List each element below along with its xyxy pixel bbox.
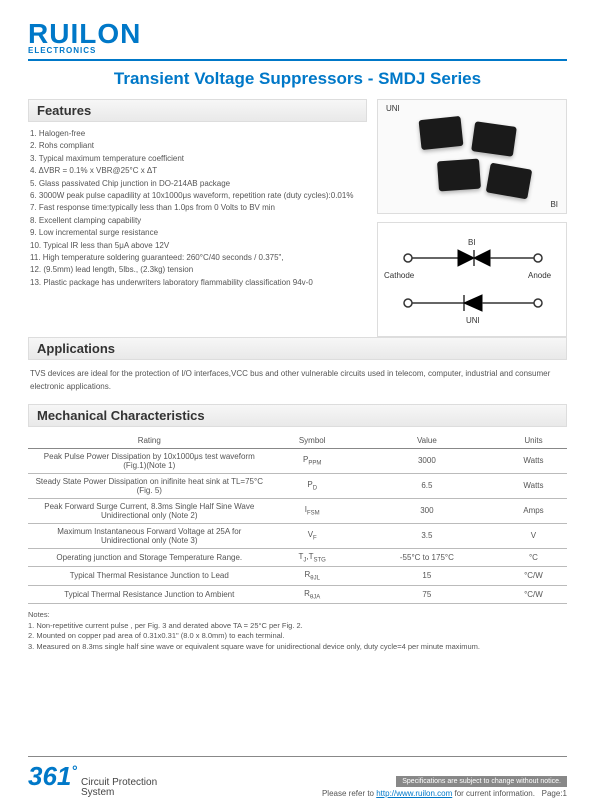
cell-rating: Peak Pulse Power Dissipation by 10x1000μ… [28,448,271,473]
cell-value: 300 [354,498,500,523]
note-item: 3. Measured on 8.3ms single half sine wa… [28,642,567,653]
feature-item: 5. Glass passivated Chip junction in DO-… [30,178,365,190]
cell-rating: Peak Forward Surge Current, 8.3ms Single… [28,498,271,523]
table-row: Peak Forward Surge Current, 8.3ms Single… [28,498,567,523]
cell-symbol: RθJL [271,567,354,586]
cell-rating: Typical Thermal Resistance Junction to A… [28,585,271,604]
chip-icon [471,121,517,157]
chip-icon [419,116,464,150]
cell-rating: Typical Thermal Resistance Junction to L… [28,567,271,586]
cell-symbol: IFSM [271,498,354,523]
col-symbol: Symbol [271,433,354,449]
notes-title: Notes: [28,610,567,621]
uni-label: UNI [386,104,400,113]
cell-symbol: TJ,TSTG [271,548,354,567]
feature-item: 7. Fast response time:typically less tha… [30,202,365,214]
mechanical-heading: Mechanical Characteristics [28,404,567,427]
cell-rating: Maximum Instantaneous Forward Voltage at… [28,523,271,548]
cell-symbol: PPPM [271,448,354,473]
bi-label: BI [550,200,558,209]
features-list: 1. Halogen-free 2. Rohs compliant 3. Typ… [28,128,367,297]
cell-value: 6.5 [354,473,500,498]
footer-rule [28,756,567,757]
note-item: 2. Mounted on copper pad area of 0.31x0.… [28,631,567,642]
cell-value: 3000 [354,448,500,473]
schematic-diagram: BI Cathode Anode UNI [377,222,567,337]
cell-value: -55°C to 175°C [354,548,500,567]
feature-item: 8. Excellent clamping capability [30,215,365,227]
page-title: Transient Voltage Suppressors - SMDJ Ser… [28,69,567,89]
feature-item: 1. Halogen-free [30,128,365,140]
cell-rating: Operating junction and Storage Temperatu… [28,548,271,567]
feature-item: 12. (9.5mm) lead length, 5lbs., (2.3kg) … [30,264,365,276]
degree-icon: ° [71,762,77,778]
col-units: Units [500,433,567,449]
applications-text: TVS devices are ideal for the protection… [28,366,567,404]
table-row: Typical Thermal Resistance Junction to A… [28,585,567,604]
cell-units: V [500,523,567,548]
spec-change-note: Specifications are subject to change wit… [396,776,567,787]
n361-text: 361 [28,761,71,791]
cell-symbol: VF [271,523,354,548]
feature-item: 9. Low incremental surge resistance [30,227,365,239]
cps-line2: System [81,787,114,798]
cell-units: °C [500,548,567,567]
page-footer: 361° Circuit ProtectionSystem Specificat… [28,752,567,798]
table-row: Operating junction and Storage Temperatu… [28,548,567,567]
table-row: Maximum Instantaneous Forward Voltage at… [28,523,567,548]
col-rating: Rating [28,433,271,449]
mechanical-table: Rating Symbol Value Units Peak Pulse Pow… [28,433,567,605]
applications-heading: Applications [28,337,567,360]
feature-item: 3. Typical maximum temperature coefficie… [30,153,365,165]
chip-icon [437,159,481,192]
bi-text: BI [468,238,476,247]
cell-value: 3.5 [354,523,500,548]
cathode-text: Cathode [384,271,415,280]
cell-rating: Steady State Power Dissipation on inifin… [28,473,271,498]
cell-units: Watts [500,448,567,473]
page-number: Page:1 [542,789,567,798]
ruilon-link[interactable]: http://www.ruilon.com [376,789,452,798]
refer-text: Please refer to [322,789,376,798]
feature-item: 4. ΔVBR = 0.1% x VBR@25°C x ΔT [30,165,365,177]
feature-item: 6. 3000W peak pulse capadility at 10x100… [30,190,365,202]
features-heading: Features [28,99,367,122]
table-row: Typical Thermal Resistance Junction to L… [28,567,567,586]
table-row: Steady State Power Dissipation on inifin… [28,473,567,498]
for-info-text: for current information. [454,789,534,798]
cell-symbol: RθJA [271,585,354,604]
cell-units: Amps [500,498,567,523]
anode-text: Anode [528,271,552,280]
note-item: 1. Non-repetitive current pulse , per Fi… [28,621,567,632]
package-photo: UNI BI [377,99,567,214]
chip-icon [486,163,533,200]
brand-header: RUILON ELECTRONICS [28,18,567,55]
cell-symbol: PD [271,473,354,498]
footer-logo: 361° Circuit ProtectionSystem [28,761,157,798]
cell-units: °C/W [500,567,567,586]
notes-block: Notes: 1. Non-repetitive current pulse ,… [28,610,567,652]
cell-value: 15 [354,567,500,586]
feature-item: 11. High temperature soldering guarantee… [30,252,365,264]
header-rule [28,59,567,61]
cell-units: °C/W [500,585,567,604]
table-row: Peak Pulse Power Dissipation by 10x1000μ… [28,448,567,473]
feature-item: 10. Typical IR less than 5μA above 12V [30,240,365,252]
col-value: Value [354,433,500,449]
cell-value: 75 [354,585,500,604]
cell-units: Watts [500,473,567,498]
feature-item: 2. Rohs compliant [30,140,365,152]
uni-text: UNI [466,316,480,325]
feature-item: 13. Plastic package has underwriters lab… [30,277,365,289]
